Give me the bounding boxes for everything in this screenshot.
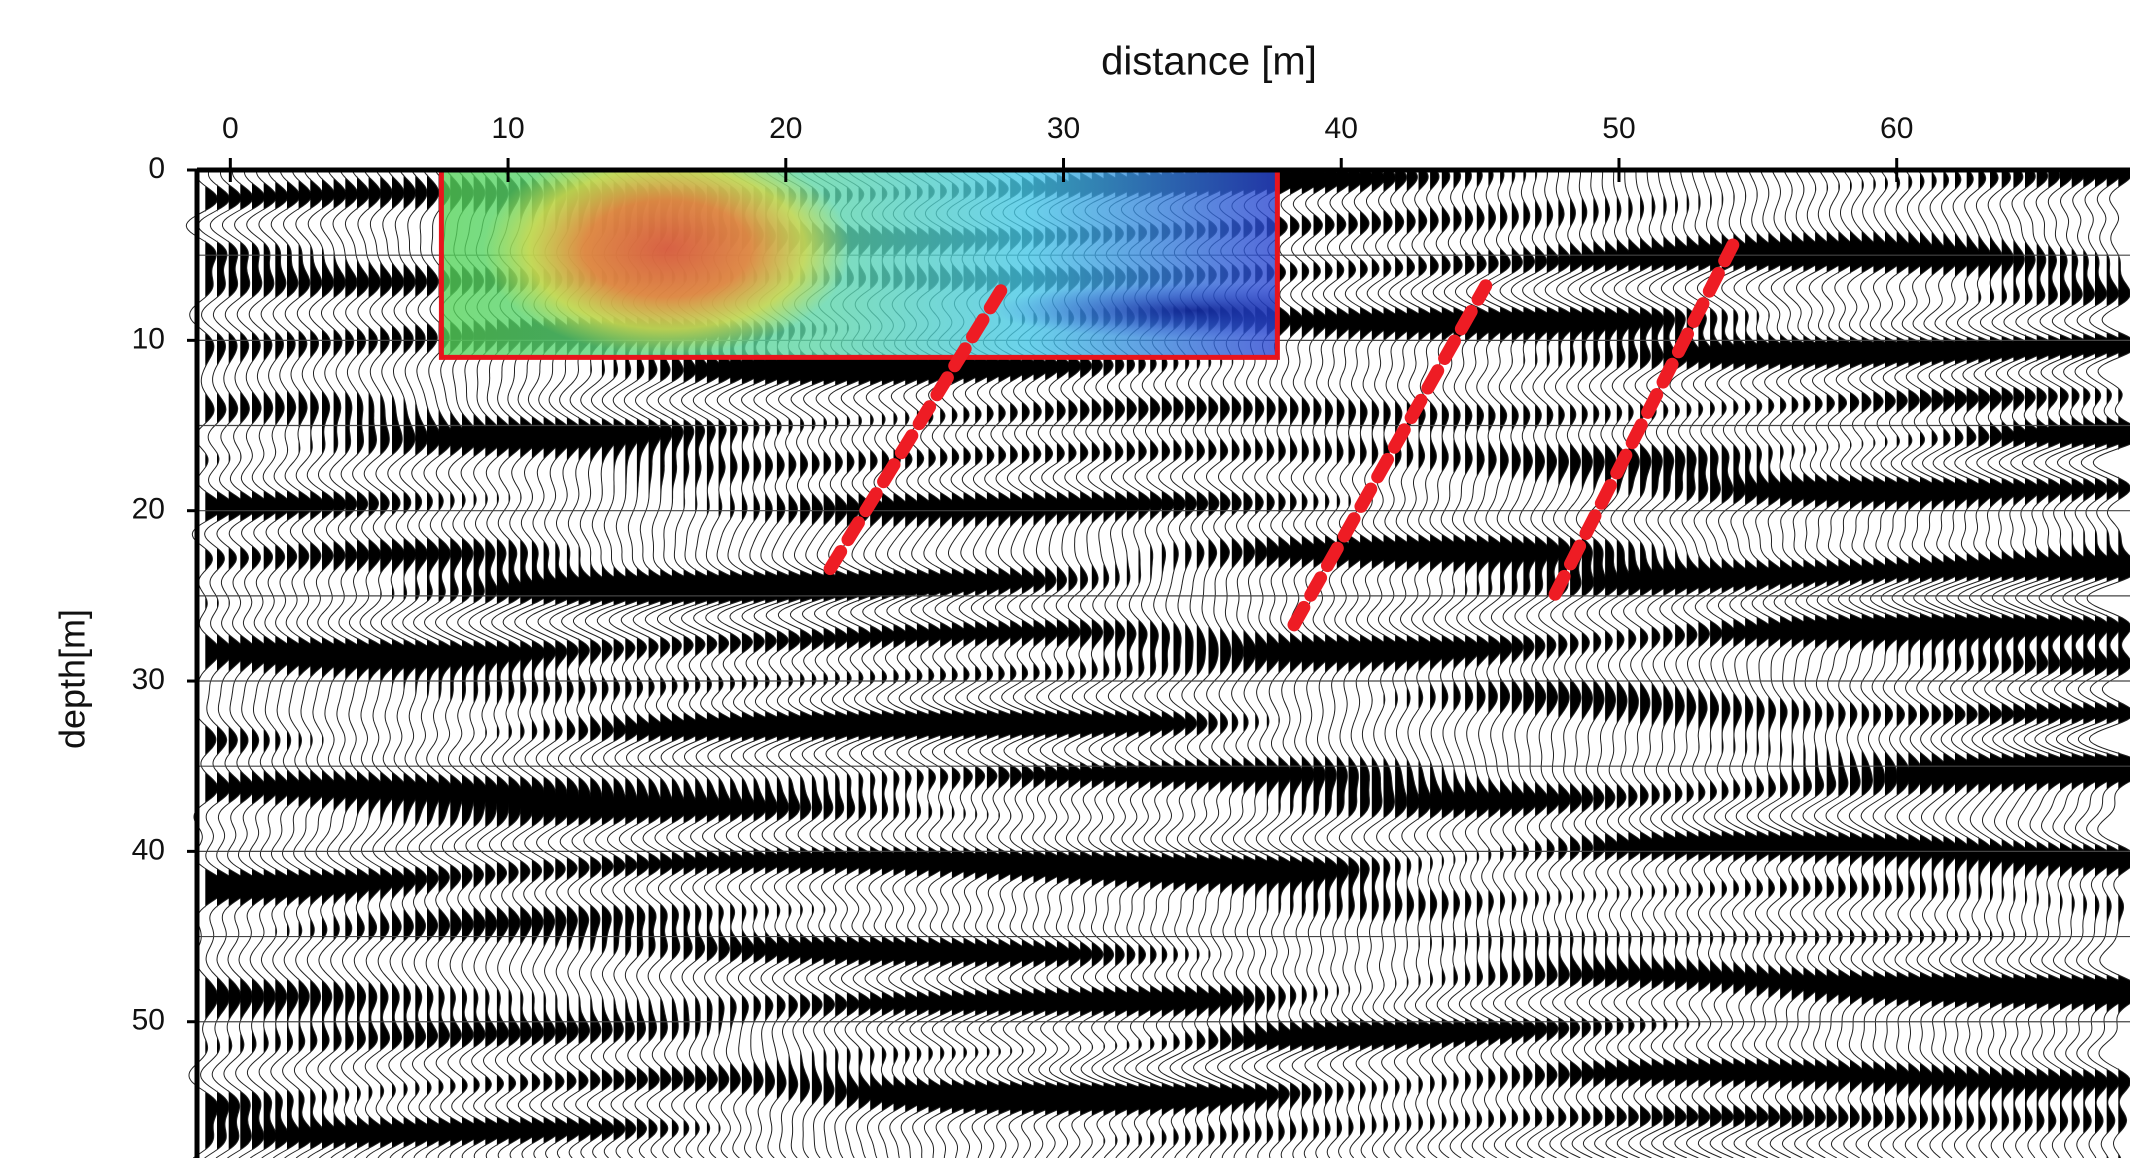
trace-fill [1722,170,1742,1158]
x-tick-label: 60 [1880,112,1913,145]
x-tick-label: 20 [769,112,802,145]
trace [1758,170,1802,1158]
y-tick-label: 20 [132,493,165,526]
y-tick-label: 50 [132,1004,165,1037]
trace [1780,170,1826,1158]
x-tick-label: 50 [1602,112,1635,145]
fault-line [1555,245,1733,594]
y-tick-label: 40 [132,833,165,866]
trace-fill [1803,170,1826,1158]
chart: distance [m] depth[m] 0 10 20 30 40 50 0 10 20 30… [0,0,2130,1158]
y-tick-label: 30 [132,663,165,696]
x-tick-label: 0 [222,112,239,145]
trace [1769,170,1814,1158]
y-axis-label: depth[m] [52,609,93,749]
trace [1881,170,1932,1158]
trace [1871,170,1921,1158]
trace-fill [1757,170,1777,1158]
trace [1734,170,1777,1158]
y-tick-label: 10 [132,322,165,355]
x-tick-label: 10 [491,112,524,145]
velocity-overlay [441,170,1277,357]
y-tick-label: 0 [148,152,165,185]
trace-fill [1815,170,1838,1158]
x-tick-label: 40 [1325,112,1358,145]
trace-fill [2118,170,2130,1158]
trace-fill [1733,170,1753,1158]
trace-fill [1862,170,1886,1158]
trace [1860,170,1909,1158]
x-axis-label: distance [m] [1101,40,1317,84]
trace [1892,170,1944,1158]
x-tick-label: 30 [1047,112,1080,145]
trace [1746,170,1789,1158]
